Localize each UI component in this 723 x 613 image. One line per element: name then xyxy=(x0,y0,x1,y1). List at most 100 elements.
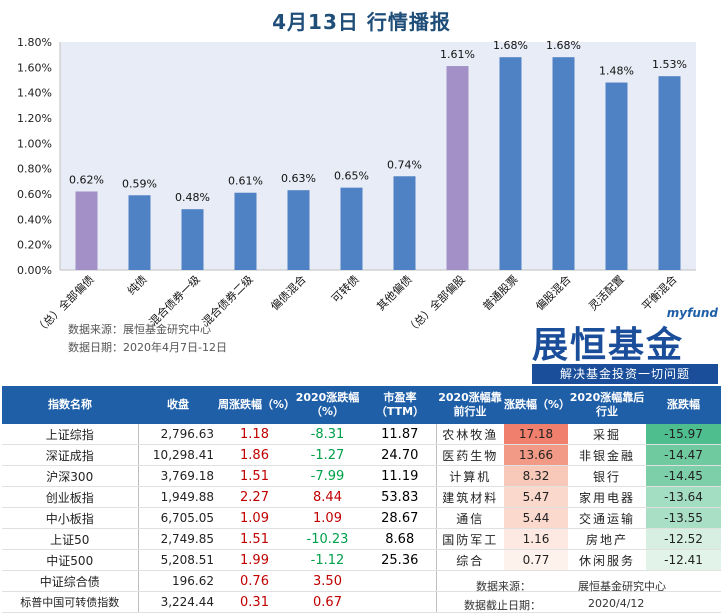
cell-pe xyxy=(364,570,437,592)
cell-top-pct: 8.32 xyxy=(504,465,568,487)
bar-chart: 0.00% 0.20% 0.40% 0.60% 0.80% 1.00% 1.20% 1.40%… xyxy=(17,36,696,330)
cell-name: 中证500 xyxy=(2,549,139,571)
y-tick-label: 0.40% xyxy=(17,213,52,226)
cell-week: 1.86 xyxy=(218,444,291,466)
bar-value-label: 1.48% xyxy=(599,65,634,78)
header-top-pct: 涨跌幅（%） xyxy=(504,386,570,424)
cell-bottom-pct: -12.52 xyxy=(646,528,721,550)
table-row: 沪深300 3,769.18 1.51 -7.99 11.19 计算机 8.32 银行 -14.… xyxy=(2,465,721,487)
cell-name: 上证综指 xyxy=(2,424,139,445)
cell-pe: 24.70 xyxy=(364,444,437,466)
cell-bottom-industry: 交通运输 xyxy=(568,507,646,529)
cell-pe: 11.87 xyxy=(364,424,437,445)
table-row: 标普中国可转债指数 3,224.44 0.31 0.67 xyxy=(2,591,721,613)
cell-top-pct: 1.16 xyxy=(504,528,568,550)
cell-ytd: 1.09 xyxy=(291,507,364,529)
cell-top-pct: 5.44 xyxy=(504,507,568,529)
y-tick-label: 0.00% xyxy=(17,264,52,277)
header-pe: 市盈率（TTM） xyxy=(364,386,436,424)
cell-bottom-industry: 家用电器 xyxy=(568,486,646,508)
chart-source-text: 数据来源：展恒基金研究中心 xyxy=(68,323,211,336)
bar xyxy=(499,57,522,271)
cell-pe: 11.19 xyxy=(364,465,437,487)
cell-name: 标普中国可转债指数 xyxy=(2,591,139,613)
category-label: 偏债混合 xyxy=(268,272,309,313)
cell-pe: 53.83 xyxy=(364,486,437,508)
bar-value-label: 0.62% xyxy=(69,173,104,186)
cell-ytd: -1.12 xyxy=(291,549,364,571)
bar xyxy=(393,176,416,270)
bar xyxy=(340,187,363,270)
page-title: 4月13日 行情播报 xyxy=(272,10,451,34)
cell-top-industry xyxy=(436,570,504,592)
cell-bottom-pct: -14.47 xyxy=(646,444,721,466)
cell-bottom-pct xyxy=(646,570,721,592)
cell-week: 1.99 xyxy=(218,549,291,571)
cell-top-industry: 通信 xyxy=(436,507,504,529)
bar-value-label: 0.48% xyxy=(175,191,210,204)
cell-top-industry: 建筑材料 xyxy=(436,486,504,508)
cell-week: 0.76 xyxy=(218,570,291,592)
cell-bottom-industry: 银行 xyxy=(568,465,646,487)
cell-ytd: -1.27 xyxy=(291,444,364,466)
logo-main-text: 展恒基金 xyxy=(532,325,685,366)
table-row: 上证50 2,749.85 1.51 -10.23 8.68 国防军工 1.16 房地产 -12… xyxy=(2,528,721,550)
cell-week: 1.18 xyxy=(218,424,291,445)
cell-pe xyxy=(364,591,437,613)
cell-bottom-pct: -13.55 xyxy=(646,507,721,529)
y-tick-label: 1.80% xyxy=(17,36,52,49)
cell-ytd: 3.50 xyxy=(291,570,364,592)
y-tick-label: 1.20% xyxy=(17,112,52,125)
cell-name: 中证综合债 xyxy=(2,570,139,592)
cell-bottom-pct: -15.97 xyxy=(646,424,721,445)
table-row: 中证综合债 196.62 0.76 3.50 xyxy=(2,570,721,592)
cell-bottom-industry xyxy=(568,570,646,592)
cell-top-pct: 0.77 xyxy=(504,549,568,571)
cell-top-industry: 农林牧渔 xyxy=(436,424,504,445)
cell-name: 中小板指 xyxy=(2,507,139,529)
bar xyxy=(234,192,257,270)
logo-myfund-text: myfund xyxy=(666,306,718,320)
footer-date-label: 数据截止日期： xyxy=(464,599,541,612)
cell-week: 1.09 xyxy=(218,507,291,529)
cell-top-industry: 医药生物 xyxy=(436,444,504,466)
cell-pe: 8.68 xyxy=(364,528,437,550)
cell-close: 10,298.41 xyxy=(138,444,218,466)
cell-bottom-pct: -13.64 xyxy=(646,486,721,508)
y-tick-label: 0.60% xyxy=(17,188,52,201)
cell-ytd: 8.44 xyxy=(291,486,364,508)
table-row: 深证成指 10,298.41 1.86 -1.27 24.70 医药生物 13.66 非银金融… xyxy=(2,444,721,466)
logo-slogan: 解决基金投资一切问题 xyxy=(532,364,718,384)
footer-date-value: 2020/4/12 xyxy=(588,597,645,610)
cell-week: 1.51 xyxy=(218,465,291,487)
bar xyxy=(446,66,469,270)
bar-value-label: 1.61% xyxy=(440,48,475,61)
cell-bottom-industry: 采掘 xyxy=(568,424,646,445)
header-ytd: 2020涨跌幅（%） xyxy=(291,386,364,424)
header-bottom-pct: 涨跌幅 xyxy=(646,386,721,424)
cell-top-pct: 13.66 xyxy=(504,444,568,466)
category-label: 其他偏债 xyxy=(374,272,415,313)
header-name: 指数名称 xyxy=(2,386,138,424)
cell-close: 3,769.18 xyxy=(138,465,218,487)
cell-top-industry: 计算机 xyxy=(436,465,504,487)
category-label: 普通股票 xyxy=(480,272,521,313)
header-close: 收盘 xyxy=(138,386,218,424)
bar xyxy=(552,57,575,271)
cell-top-industry: 国防军工 xyxy=(436,528,504,550)
y-tick-label: 0.80% xyxy=(17,163,52,176)
cell-week: 2.27 xyxy=(218,486,291,508)
cell-bottom-pct: -12.41 xyxy=(646,549,721,571)
y-tick-label: 1.40% xyxy=(17,87,52,100)
table-row: 上证综指 2,796.63 1.18 -8.31 11.87 农林牧渔 17.18 采掘 -15… xyxy=(2,424,721,445)
category-label: 纯债 xyxy=(124,272,149,297)
plot-area xyxy=(60,42,696,270)
cell-top-pct: 17.18 xyxy=(504,424,568,445)
cell-week: 0.31 xyxy=(218,591,291,613)
cell-pe: 28.67 xyxy=(364,507,437,529)
bar xyxy=(75,191,98,270)
bar-value-label: 0.61% xyxy=(228,175,263,188)
cell-top-industry: 综合 xyxy=(436,549,504,571)
cell-close: 3,224.44 xyxy=(138,591,218,613)
bar-value-label: 0.59% xyxy=(122,177,157,190)
